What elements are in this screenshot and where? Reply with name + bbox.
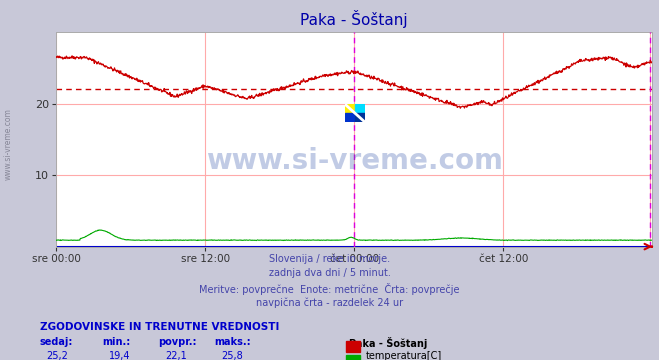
Bar	[355, 104, 365, 113]
Text: 25,2: 25,2	[46, 351, 68, 360]
Text: maks.:: maks.:	[214, 337, 251, 347]
Text: ZGODOVINSKE IN TRENUTNE VREDNOSTI: ZGODOVINSKE IN TRENUTNE VREDNOSTI	[40, 322, 279, 332]
Text: 22,1: 22,1	[165, 351, 186, 360]
Title: Paka - Šoštanj: Paka - Šoštanj	[301, 10, 408, 28]
Text: navpična črta - razdelek 24 ur: navpična črta - razdelek 24 ur	[256, 297, 403, 307]
Text: Paka - Šoštanj: Paka - Šoštanj	[349, 337, 428, 349]
Text: www.si-vreme.com: www.si-vreme.com	[3, 108, 13, 180]
Text: Meritve: povprečne  Enote: metrične  Črta: povprečje: Meritve: povprečne Enote: metrične Črta:…	[199, 283, 460, 294]
Text: www.si-vreme.com: www.si-vreme.com	[206, 147, 503, 175]
Text: sedaj:: sedaj:	[40, 337, 73, 347]
Text: zadnja dva dni / 5 minut.: zadnja dva dni / 5 minut.	[269, 268, 390, 278]
Text: 19,4: 19,4	[109, 351, 130, 360]
Text: min.:: min.:	[102, 337, 130, 347]
Text: povpr.:: povpr.:	[158, 337, 196, 347]
Text: Slovenija / reke in morje.: Slovenija / reke in morje.	[269, 254, 390, 264]
Bar	[355, 113, 365, 122]
Bar	[345, 113, 355, 122]
Text: temperatura[C]: temperatura[C]	[366, 351, 442, 360]
Text: 25,8: 25,8	[221, 351, 243, 360]
Bar	[345, 104, 355, 113]
